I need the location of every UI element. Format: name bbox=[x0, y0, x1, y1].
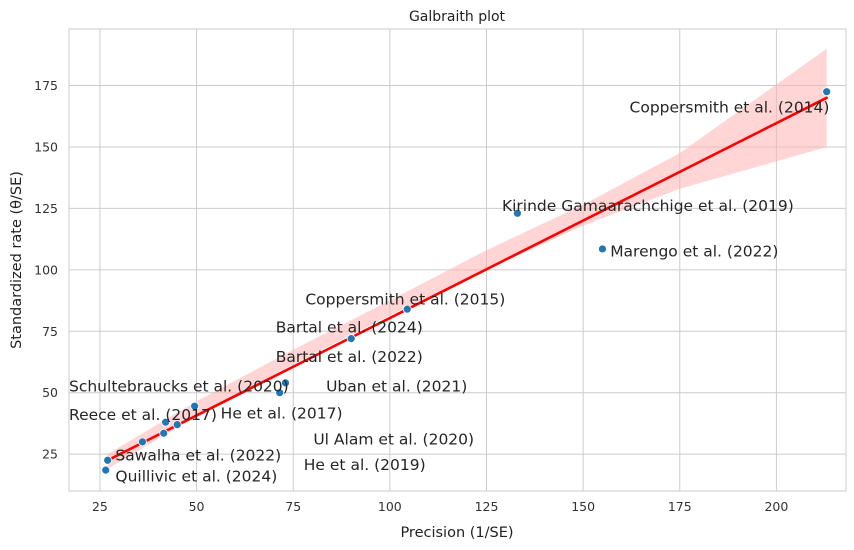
y-tick-label: 50 bbox=[42, 385, 58, 400]
x-tick-label: 75 bbox=[285, 499, 301, 514]
x-tick-label: 175 bbox=[668, 499, 692, 514]
point-label: Uban et al. (2021) bbox=[326, 378, 467, 396]
data-point bbox=[103, 455, 113, 465]
x-tick-label: 50 bbox=[189, 499, 205, 514]
data-point bbox=[822, 87, 832, 97]
point-label: Sawalha et al. (2022) bbox=[115, 446, 281, 464]
chart-title: Galbraith plot bbox=[409, 9, 506, 25]
data-point bbox=[172, 420, 182, 430]
y-tick-label: 100 bbox=[34, 262, 58, 277]
y-tick-label: 150 bbox=[34, 139, 58, 154]
y-tick-label: 25 bbox=[42, 447, 58, 462]
point-label: Marengo et al. (2022) bbox=[610, 242, 778, 260]
point-label: Bartal et al. (2024) bbox=[276, 319, 423, 337]
point-label: Schultebraucks et al. (2020) bbox=[69, 378, 289, 396]
x-tick-label: 150 bbox=[571, 499, 595, 514]
y-axis-label: Standardized rate (θ/SE) bbox=[9, 171, 25, 349]
point-label: Quillivic et al. (2024) bbox=[115, 467, 277, 485]
data-point bbox=[138, 437, 147, 447]
data-point bbox=[346, 334, 356, 344]
x-axis-label: Precision (1/SE) bbox=[400, 525, 513, 541]
x-tick-label: 200 bbox=[764, 499, 788, 514]
point-label: Coppersmith et al. (2014) bbox=[630, 99, 830, 117]
point-label: Coppersmith et al. (2015) bbox=[305, 290, 505, 308]
confidence-band-layer bbox=[107, 48, 827, 469]
data-point bbox=[159, 428, 169, 438]
point-label: He et al. (2017) bbox=[221, 405, 343, 423]
point-label: Bartal et al. (2022) bbox=[276, 348, 423, 366]
data-point bbox=[513, 208, 522, 218]
data-point bbox=[101, 465, 111, 475]
point-label: Kirinde Gamaarachchige et al. (2019) bbox=[502, 197, 794, 215]
confidence-band bbox=[107, 48, 827, 469]
regression-line bbox=[106, 96, 828, 462]
data-point bbox=[190, 401, 200, 411]
point-label: He et al. (2019) bbox=[304, 456, 426, 474]
point-label: Reece et al. (2017) bbox=[69, 406, 217, 424]
x-tick-labels: 25 50 75 100 125 150 175 200 bbox=[92, 499, 788, 514]
data-point bbox=[598, 244, 607, 254]
points-layer bbox=[101, 87, 832, 475]
point-labels-layer: Coppersmith et al. (2014) Kirinde Gamaara… bbox=[69, 99, 829, 486]
data-point bbox=[402, 304, 412, 314]
y-tick-label: 75 bbox=[42, 324, 58, 339]
x-tick-label: 25 bbox=[92, 499, 108, 514]
y-tick-label: 175 bbox=[34, 78, 58, 93]
y-tick-labels: 25 50 75 100 125 150 175 bbox=[34, 78, 58, 462]
data-point bbox=[275, 388, 285, 398]
x-tick-label: 125 bbox=[475, 499, 499, 514]
point-label: Ul Alam et al. (2020) bbox=[313, 430, 474, 448]
x-tick-label: 100 bbox=[378, 499, 402, 514]
data-point bbox=[281, 378, 290, 388]
y-tick-label: 125 bbox=[34, 201, 58, 216]
data-point bbox=[161, 417, 171, 427]
regression-line-layer bbox=[106, 96, 828, 462]
